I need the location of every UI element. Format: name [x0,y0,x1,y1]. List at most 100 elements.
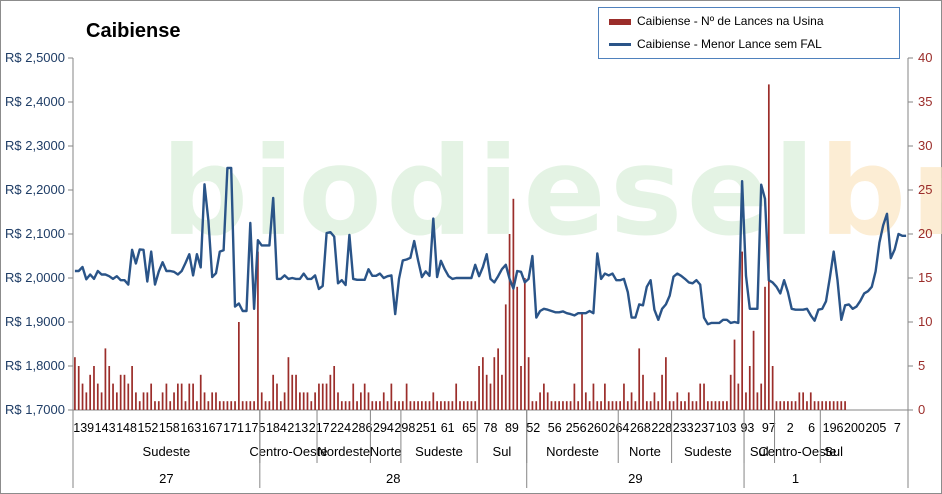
bar [836,401,839,410]
bar [276,383,278,410]
bar [192,383,194,410]
region-label: Norte [370,444,402,459]
bar [310,401,313,410]
group-label: 28 [386,471,400,486]
bar [96,383,99,410]
bar [436,401,438,410]
bar [337,392,339,410]
bar [687,392,690,410]
bar [649,401,652,410]
region-label: Nordeste [317,444,370,459]
x-tick-label: 268 [630,421,651,435]
bar [581,313,583,410]
bar [344,401,347,410]
bar [523,278,526,410]
bar [638,348,641,410]
bar [691,401,694,410]
x-tick-label: 213 [287,421,308,435]
bar [577,401,580,410]
bar [108,366,111,410]
series-line [74,166,907,326]
region-label: Norte [629,444,661,459]
y-right-tick-label: 0 [918,402,925,417]
x-tick-label: 89 [505,421,519,435]
bar [161,392,164,410]
bar [119,374,122,410]
bar [615,401,618,410]
bar [821,401,824,410]
bar [215,392,217,410]
bar [169,401,172,410]
bar [424,401,427,410]
bar [295,374,297,410]
bar [767,84,770,411]
bar [676,392,679,410]
bar [558,401,560,410]
bar [222,401,225,410]
bar [726,401,728,410]
bar [363,383,366,410]
bar [596,401,599,410]
y-right-tick-label: 20 [918,226,932,241]
bar [405,383,408,410]
bar [379,401,381,410]
bar [329,374,332,410]
bar [352,383,355,410]
bar [592,383,595,410]
bar [360,392,362,410]
x-tick-label: 251 [416,421,437,435]
x-tick-label: 93 [740,421,754,435]
bar [390,383,393,410]
x-tick-label: 286 [352,421,373,435]
bar [668,401,671,410]
y-left-tick-label: R$ 2,3000 [5,138,65,153]
bar [318,383,320,410]
bar [112,383,114,410]
bar [478,366,480,410]
bar [665,357,667,410]
bar [508,234,511,410]
bar [634,401,637,410]
bar [718,401,721,410]
x-tick-label: 2 [787,421,794,435]
bar [806,401,808,410]
group-label: 1 [792,471,799,486]
legend-line-label: Caibiense - Menor Lance sem FAL [637,37,822,51]
bar [764,286,766,410]
bar [455,383,458,410]
bar [211,392,214,410]
bar [417,401,419,410]
bar [653,392,656,410]
group-label: 29 [628,471,642,486]
bar [333,366,336,410]
bar [752,330,755,410]
bar [466,401,469,410]
x-tick-label: 217 [309,421,330,435]
bar [573,383,576,410]
bar [779,401,782,410]
x-tick-label: 175 [245,421,266,435]
bar [489,383,492,410]
bar [207,401,210,410]
bar [840,401,843,410]
group-label: 27 [159,471,173,486]
bar [321,383,324,410]
bar [657,401,660,410]
bar [74,357,76,410]
bar [817,401,820,410]
x-tick-label: 103 [716,421,737,435]
bar [451,401,454,410]
bar [745,392,747,410]
bar [115,392,118,410]
bar [783,401,785,410]
bar [493,357,496,410]
bar [100,392,103,410]
x-tick-label: 78 [484,421,498,435]
bar [695,401,698,410]
bar [146,392,149,410]
x-tick-label: 200 [844,421,865,435]
bar [443,401,446,410]
bar [279,401,282,410]
bar [264,401,267,410]
